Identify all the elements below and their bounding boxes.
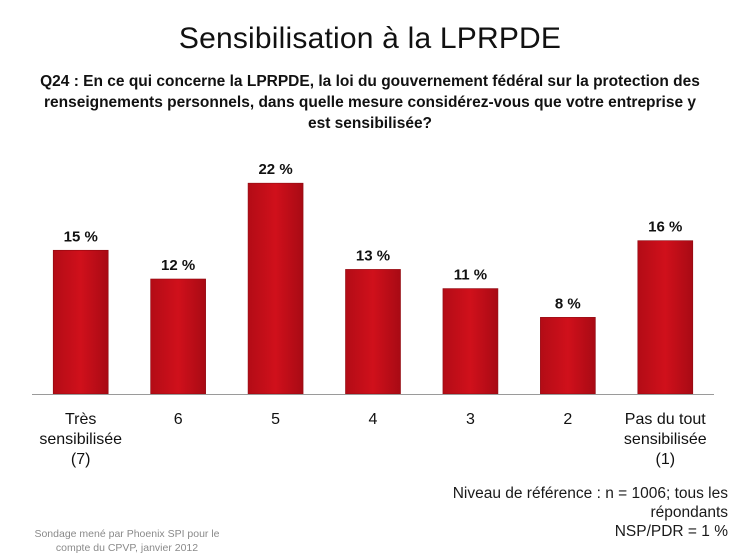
base-note-line: NSP/PDR = 1 %: [614, 523, 728, 540]
bar-chart: 15 % Très sensibilisée (7) 12 % 6 22 % 5 13 % 4 11…: [32, 161, 714, 468]
bar: [540, 317, 596, 395]
bar: [52, 249, 109, 395]
category-label: (1): [656, 451, 676, 468]
bar: [150, 278, 206, 395]
category-label: 5: [271, 411, 280, 428]
category-label: Très: [65, 411, 96, 428]
base-note: Niveau de référence : n = 1006; tous les…: [408, 484, 728, 541]
data-label: 22 %: [258, 161, 292, 178]
bar: [442, 288, 499, 395]
bar: [637, 240, 694, 395]
category-label: 2: [563, 411, 572, 428]
data-label: 11 %: [454, 267, 487, 284]
bar: [345, 269, 401, 395]
source-line: compte du CPVP, janvier 2012: [55, 542, 199, 554]
category-label: 3: [466, 411, 475, 428]
category-label: sensibilisée: [624, 431, 707, 448]
data-label: 8 %: [555, 295, 581, 312]
data-label: 12 %: [161, 257, 195, 274]
category-label: (7): [71, 451, 91, 468]
question-text: Q24 : En ce qui concerne la LPRPDE, la l…: [40, 73, 700, 132]
category-label: Pas du tout: [625, 411, 707, 428]
base-note-line: Niveau de référence : n = 1006; tous les: [452, 485, 728, 502]
category-label: 4: [369, 411, 378, 428]
data-label: 15 %: [64, 228, 98, 245]
data-label: 16 %: [648, 219, 682, 236]
category-label: 6: [174, 411, 183, 428]
source-note: Sondage mené par Phoenix SPI pour le com…: [22, 527, 232, 555]
data-label: 13 %: [356, 247, 390, 264]
source-line: Sondage mené par Phoenix SPI pour le: [34, 528, 220, 540]
base-note-line: répondants: [650, 504, 728, 521]
bar: [247, 182, 304, 395]
slide-title: Sensibilisation à la LPRPDE: [178, 22, 562, 55]
category-label: sensibilisée: [39, 431, 122, 448]
